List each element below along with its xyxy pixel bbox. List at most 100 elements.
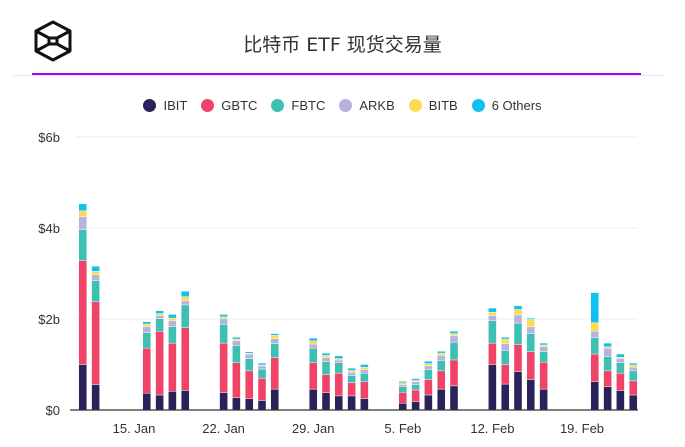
bar-segment-6-others xyxy=(449,331,459,334)
bar-segment-gbtc xyxy=(590,353,599,382)
x-tick-label: 5. Feb xyxy=(384,421,421,436)
bar-segment-arkb xyxy=(539,346,548,352)
header-divider xyxy=(14,75,664,76)
bar-segment-bitb xyxy=(398,382,407,385)
bar-segment-ibit xyxy=(334,395,343,411)
bar-segment-gbtc xyxy=(78,260,88,365)
bar-segment-arkb xyxy=(219,318,228,325)
bar-segment-fbtc xyxy=(424,369,433,380)
bar-segment-bitb xyxy=(232,338,241,342)
bar-segment-bitb xyxy=(168,317,177,322)
legend-item[interactable]: IBIT xyxy=(143,98,187,113)
bar-segment-ibit xyxy=(398,402,407,411)
bar-segment-bitb xyxy=(488,311,497,317)
legend-dot-icon xyxy=(471,99,485,112)
bar-segment-bitb xyxy=(526,319,535,327)
bar-segment-bitb xyxy=(360,367,369,370)
bar-segment-bitb xyxy=(155,313,164,316)
bar-segment-ibit xyxy=(270,388,279,411)
bar-segment-ibit xyxy=(526,379,535,411)
bar-segment-6-others xyxy=(590,292,599,323)
bar-segment-gbtc xyxy=(411,389,420,403)
bar-segment-gbtc xyxy=(539,362,548,390)
legend-label: ARKB xyxy=(359,98,395,113)
bar-segment-fbtc xyxy=(501,350,510,365)
legend-item[interactable]: FBTC xyxy=(271,98,325,113)
bar-segment-ibit xyxy=(142,392,152,411)
bar-segment-6-others xyxy=(437,351,446,354)
header-accent-line xyxy=(32,73,641,75)
bar-segment-arkb xyxy=(501,343,510,351)
bar-segment-6-others xyxy=(334,355,343,359)
bar-segment-arkb xyxy=(78,216,88,231)
bar-segment-gbtc xyxy=(449,359,459,387)
bar-segment-ibit xyxy=(488,364,497,411)
bar-segment-ibit xyxy=(360,398,369,411)
bar-segment-6-others xyxy=(616,353,625,358)
bar-segment-fbtc xyxy=(360,372,369,382)
bar-segment-ibit xyxy=(347,395,356,411)
bar-segment-arkb xyxy=(321,357,331,362)
bar-segment-fbtc xyxy=(590,337,599,355)
legend-item[interactable]: 6 Others xyxy=(471,98,542,113)
chart-title: 比特币 ETF 现货交易量 xyxy=(243,34,442,56)
bar-segment-fbtc xyxy=(142,332,152,349)
bar-segment-ibit xyxy=(219,392,228,411)
bar-segment-gbtc xyxy=(142,347,152,394)
bar-segment-arkb xyxy=(603,347,612,357)
logo-cube-icon xyxy=(34,20,72,62)
bar-segment-gbtc xyxy=(309,362,318,390)
bar-segment-6-others xyxy=(244,351,254,354)
bar-segment-fbtc xyxy=(629,370,638,382)
bar-segment-bitb xyxy=(91,271,100,276)
bar-segment-gbtc xyxy=(526,351,535,380)
bar-segment-fbtc xyxy=(155,318,164,332)
legend-dot-icon xyxy=(339,99,353,112)
bar-segment-6-others xyxy=(424,361,433,364)
bar-segment-6-others xyxy=(629,362,638,366)
legend-item[interactable]: GBTC xyxy=(201,98,257,113)
bar-segment-arkb xyxy=(411,381,420,385)
bar-segment-ibit xyxy=(501,383,510,411)
x-tick-label: 29. Jan xyxy=(292,421,335,436)
bar-segment-ibit xyxy=(232,397,241,411)
bar-segment-gbtc xyxy=(629,380,638,396)
bar-segment-gbtc xyxy=(91,301,100,385)
bar-segment-bitb xyxy=(590,322,599,332)
bar-segment-6-others xyxy=(232,337,241,340)
bar-segment-6-others xyxy=(270,333,279,336)
legend-dot-icon xyxy=(271,99,285,112)
bar-segment-6-others xyxy=(321,352,331,356)
bar-segment-bitb xyxy=(501,338,510,344)
bar-segment-ibit xyxy=(424,394,433,411)
bar-segment-gbtc xyxy=(257,377,267,401)
bar-segment-gbtc xyxy=(488,342,497,365)
bar-segment-ibit xyxy=(590,381,599,411)
bar-segment-ibit xyxy=(78,364,88,411)
bar-segment-fbtc xyxy=(91,280,100,302)
bar-segment-ibit xyxy=(321,392,331,411)
bar-segment-arkb xyxy=(270,338,279,344)
bar-segment-arkb xyxy=(91,274,100,281)
bar-segment-bitb xyxy=(411,380,420,382)
bar-segment-bitb xyxy=(78,210,88,217)
legend-item[interactable]: BITB xyxy=(408,98,458,113)
bar-segment-bitb xyxy=(424,363,433,367)
legend-label: IBIT xyxy=(163,98,188,113)
bar-segment-ibit xyxy=(411,401,420,411)
bar-segment-arkb xyxy=(142,326,152,333)
legend-label: BITB xyxy=(428,98,458,113)
bar-segment-bitb xyxy=(334,358,343,361)
bar-segment-ibit xyxy=(437,388,446,411)
bar-segment-bitb xyxy=(616,357,625,359)
bar-segment-bitb xyxy=(449,333,459,337)
bar-segment-gbtc xyxy=(437,370,446,390)
y-tick-label: $0 xyxy=(46,403,60,418)
bar-segment-bitb xyxy=(539,344,548,347)
bar-segment-6-others xyxy=(309,337,318,342)
bar-segment-fbtc xyxy=(513,322,523,345)
legend-item[interactable]: ARKB xyxy=(339,98,395,113)
bar-segment-ibit xyxy=(91,384,100,411)
bar-segment-fbtc xyxy=(449,342,459,361)
